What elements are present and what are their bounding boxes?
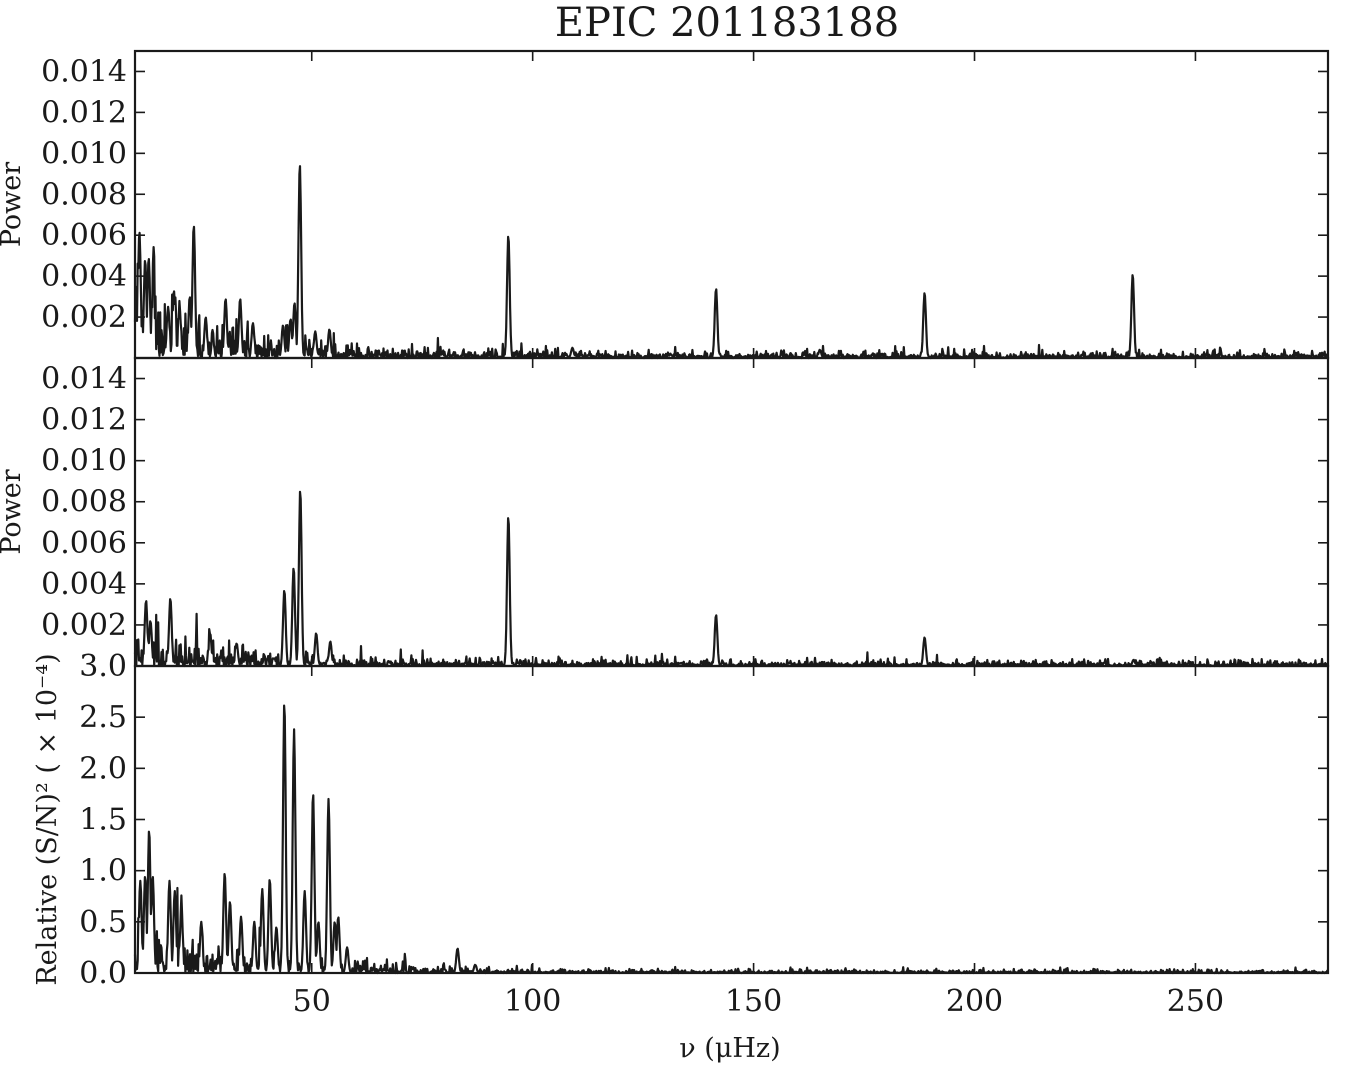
x-tick-label: 50 (293, 984, 331, 1019)
y-tick-label: 0.006 (41, 526, 127, 561)
panel-bottom: 0.0 0.5 1.0 1.5 2.0 2.5 3.0 50 100 150 200 250 Relat… (32, 649, 1330, 1019)
y-tick-label: 0.5 (79, 905, 127, 940)
y-tick-label: 0.010 (41, 136, 127, 171)
spectrum-trace-middle (133, 490, 1330, 668)
y-tick-label: 0.008 (41, 485, 127, 520)
panel-top: 0.002 0.004 0.006 0.008 0.010 0.012 0.014 Power (0, 49, 1330, 360)
panel-frame-middle (133, 356, 1330, 668)
panel-frame-top (133, 49, 1330, 360)
y-tick-label: 1.5 (79, 803, 127, 838)
y-tick-label: 2.5 (79, 700, 127, 735)
x-axis-label: ν (μHz) (679, 1033, 780, 1064)
x-tick-label: 100 (504, 984, 561, 1019)
y-tick-label: 3.0 (79, 649, 127, 684)
y-tick-label: 0.010 (41, 444, 127, 479)
y-tick-label: 0.012 (41, 403, 127, 438)
y-tick-label: 0.004 (41, 567, 127, 602)
y-tick-label: 0.0 (79, 956, 127, 991)
y-tick-label: 0.004 (41, 259, 127, 294)
spectrum-trace-top (133, 165, 1330, 360)
y-tick-label: 0.002 (41, 608, 127, 643)
y-tick-label: 0.014 (41, 362, 127, 397)
y-tick-label: 0.008 (41, 177, 127, 212)
x-tick-label: 250 (1167, 984, 1224, 1019)
y-tick-label: 0.002 (41, 300, 127, 335)
y-tick-label: 0.006 (41, 218, 127, 253)
y-axis-label-top: Power (0, 162, 27, 247)
x-tick-label: 200 (946, 984, 1003, 1019)
x-tick-label: 150 (725, 984, 782, 1019)
y-tick-label: 0.014 (41, 54, 127, 89)
panels: 0.002 0.004 0.006 0.008 0.010 0.012 0.014 Power… (0, 49, 1330, 1019)
y-axis-label-bottom: Relative (S/N)² ( × 10⁻⁴) (32, 653, 63, 985)
panel-middle: 0.002 0.004 0.006 0.008 0.010 0.012 0.014 Power (0, 356, 1330, 668)
y-tick-label: 2.0 (79, 751, 127, 786)
y-axis-label-middle: Power (0, 469, 27, 554)
spectrum-trace-bottom (133, 704, 1330, 975)
y-tick-label: 1.0 (79, 854, 127, 889)
panel-frame-bottom (133, 664, 1330, 975)
figure-title: EPIC 201183188 (555, 0, 899, 46)
y-tick-label: 0.012 (41, 95, 127, 130)
